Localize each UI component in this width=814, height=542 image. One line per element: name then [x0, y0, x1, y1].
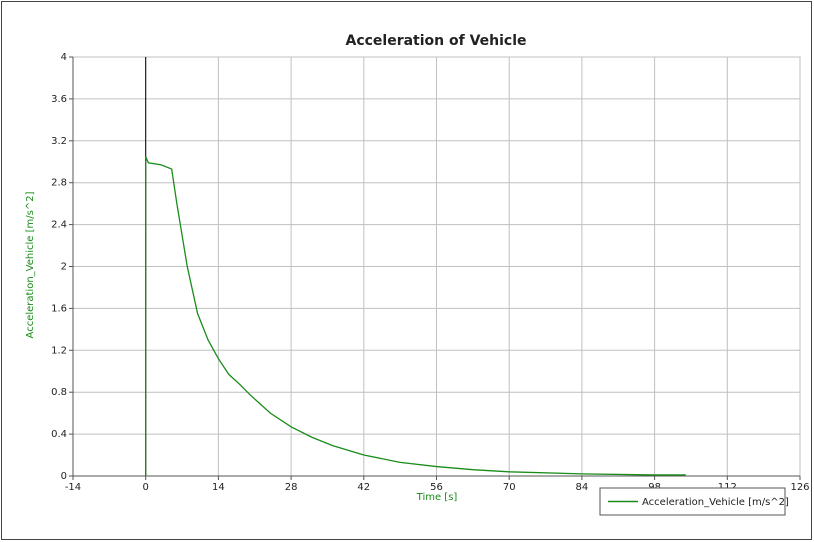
y-tick-label: 2.8	[51, 178, 67, 189]
x-tick-label: 14	[212, 482, 225, 493]
y-tick-label: 0.4	[51, 429, 67, 440]
x-axis-label: Time [s]	[416, 492, 458, 503]
y-tick-label: 0	[61, 471, 67, 482]
x-tick-label: -14	[65, 482, 81, 493]
x-tick-label: 42	[357, 482, 370, 493]
x-tick-label: 126	[790, 482, 809, 493]
x-tick-label: 84	[576, 482, 589, 493]
legend-label: Acceleration_Vehicle [m/s^2]	[642, 497, 789, 508]
y-tick-label: 3.6	[51, 94, 67, 105]
data-line	[145, 156, 686, 476]
y-tick-label: 2.4	[51, 220, 67, 231]
y-axis-label: Acceleration_Vehicle [m/s^2]	[25, 191, 36, 338]
x-tick-label: 28	[285, 482, 298, 493]
y-tick-label: 1.6	[51, 303, 67, 314]
y-tick-label: 2	[61, 262, 67, 273]
x-tick-label: 56	[430, 482, 443, 493]
chart-title: Acceleration of Vehicle	[345, 33, 526, 49]
y-tick-label: 3.2	[51, 136, 67, 147]
x-tick-label: 70	[503, 482, 516, 493]
y-tick-label: 4	[61, 52, 67, 63]
x-tick-label: 0	[143, 482, 149, 493]
y-tick-label: 0.8	[51, 387, 67, 398]
y-tick-label: 1.2	[51, 345, 67, 356]
